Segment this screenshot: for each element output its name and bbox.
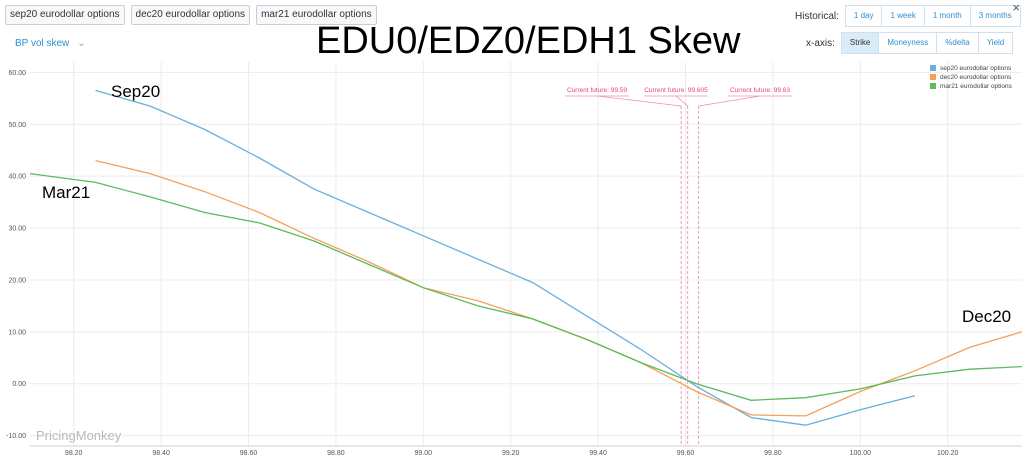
- legend-entry: mar21 eurodollar options: [940, 83, 1013, 90]
- x-tick-label: 99.80: [764, 450, 782, 457]
- view-select-label: BP vol skew: [15, 38, 70, 49]
- y-tick-label: 40.00: [8, 174, 26, 181]
- xaxis-strike-button[interactable]: Strike: [841, 33, 880, 53]
- legend-swatch: [930, 83, 936, 89]
- y-tick-label: 10.00: [8, 329, 26, 336]
- series-label: Dec20: [962, 307, 1011, 326]
- xaxis-yield-button[interactable]: Yield: [978, 33, 1013, 53]
- y-tick-label: -10.00: [6, 433, 26, 440]
- historical-1day-button[interactable]: 1 day: [845, 6, 883, 26]
- x-tick-label: 98.40: [152, 450, 170, 457]
- current-future-connector: [596, 95, 682, 107]
- x-tick-label: 99.40: [589, 450, 607, 457]
- historical-1month-button[interactable]: 1 month: [924, 6, 971, 26]
- legend-swatch: [930, 65, 936, 71]
- series-label: Sep20: [111, 82, 160, 101]
- y-tick-label: 50.00: [8, 122, 26, 129]
- series-line-2: [29, 172, 1023, 401]
- x-tick-label: 98.80: [327, 450, 345, 457]
- series-line-1: [95, 159, 1023, 417]
- legend-entry: sep20 eurodollar options: [940, 65, 1012, 72]
- x-tick-label: 99.00: [415, 450, 433, 457]
- historical-label: Historical:: [795, 10, 839, 22]
- historical-button-group: 1 day 1 week 1 month 3 months: [844, 5, 1021, 27]
- y-tick-label: 60.00: [8, 70, 26, 77]
- x-tick-label: 100.20: [937, 450, 959, 457]
- option-tag-list: sep20 eurodollar options dec20 eurodolla…: [5, 5, 377, 25]
- x-tick-label: 98.20: [65, 450, 83, 457]
- option-tag-sep20[interactable]: sep20 eurodollar options: [5, 5, 125, 25]
- x-tick-label: 99.60: [677, 450, 695, 457]
- chevron-down-icon: ⌄: [77, 38, 86, 49]
- xaxis-moneyness-button[interactable]: Moneyness: [879, 33, 938, 53]
- current-future-connector: [675, 95, 688, 107]
- xaxis-delta-button[interactable]: %delta: [937, 33, 979, 53]
- watermark: PricingMonkey: [36, 428, 122, 443]
- close-icon[interactable]: ×: [1012, 0, 1020, 15]
- series-line-0: [95, 89, 916, 426]
- current-future-connector: [698, 95, 761, 107]
- historical-3months-button[interactable]: 3 months: [970, 6, 1020, 26]
- xaxis-button-group: Strike Moneyness %delta Yield: [840, 32, 1014, 54]
- y-tick-label: 20.00: [8, 277, 26, 284]
- xaxis-controls: x-axis: Strike Moneyness %delta Yield: [806, 32, 1014, 54]
- view-select[interactable]: BP vol skew ⌄: [15, 38, 86, 49]
- x-tick-label: 98.60: [240, 450, 258, 457]
- option-tag-dec20[interactable]: dec20 eurodollar options: [130, 5, 251, 25]
- overlay-title: EDU0/EDZ0/EDH1 Skew: [316, 20, 741, 62]
- current-future-label: Current future: 99.63: [730, 87, 790, 94]
- historical-controls: Historical: 1 day 1 week 1 month 3 month…: [795, 5, 1021, 27]
- legend-entry: dec20 eurodollar options: [940, 74, 1012, 81]
- current-future-label: Current future: 99.605: [644, 87, 708, 94]
- option-tag-mar21[interactable]: mar21 eurodollar options: [256, 5, 377, 25]
- historical-1week-button[interactable]: 1 week: [882, 6, 925, 26]
- xaxis-label: x-axis:: [806, 37, 835, 49]
- current-future-label: Current future: 99.59: [567, 87, 627, 94]
- y-tick-label: 0.00: [12, 381, 26, 388]
- x-tick-label: 100.00: [850, 450, 872, 457]
- y-tick-label: 30.00: [8, 226, 26, 233]
- series-label: Mar21: [42, 183, 90, 202]
- x-tick-label: 99.20: [502, 450, 520, 457]
- legend-swatch: [930, 74, 936, 80]
